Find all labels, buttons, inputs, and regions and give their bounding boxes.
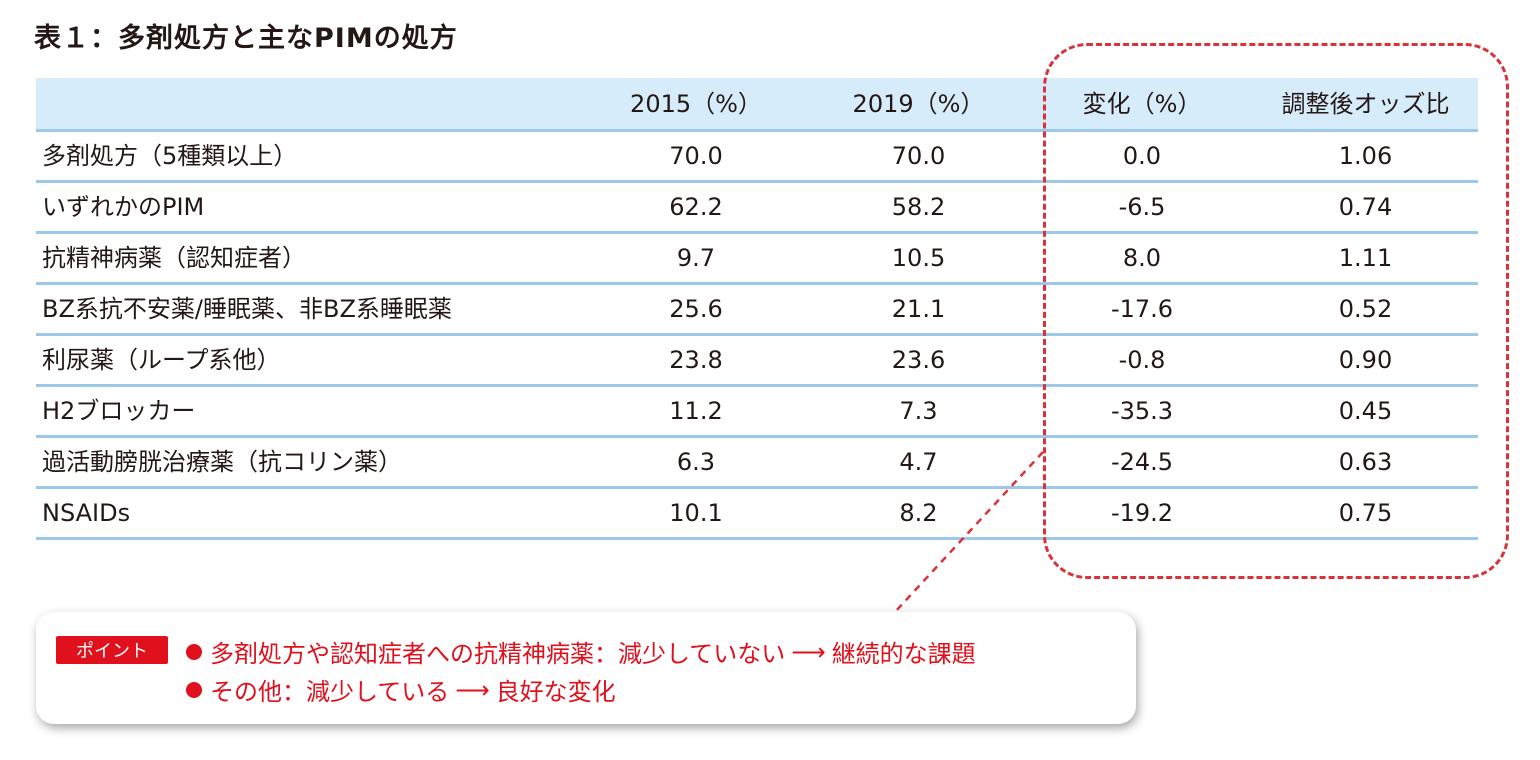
cell-2019: 7.3 [806, 385, 1031, 438]
cell-2019: 8.2 [806, 487, 1031, 540]
cell-2015: 70.0 [586, 130, 806, 183]
cell-2015: 25.6 [586, 283, 806, 336]
point-1-result: 継続的な課題 [831, 640, 976, 668]
point-badge: ポイント [56, 636, 168, 664]
arrow-right-icon: ⟶ [455, 675, 490, 704]
cell-change: -6.5 [1031, 181, 1253, 234]
table-row: H2ブロッカー 11.2 7.3 -35.3 0.45 [36, 385, 1478, 438]
cell-2015: 10.1 [586, 487, 806, 540]
header-item [36, 78, 586, 132]
table-row: 多剤処方（5種類以上） 70.0 70.0 0.0 1.06 [36, 130, 1478, 183]
cell-change: -0.8 [1031, 334, 1253, 387]
header-change: 変化（%） [1031, 78, 1253, 132]
cell-2015: 11.2 [586, 385, 806, 438]
cell-2015: 6.3 [586, 436, 806, 489]
point-1-text: 多剤処方や認知症者への抗精神病薬：減少していない [210, 640, 786, 668]
cell-odds-ratio: 1.06 [1253, 130, 1478, 183]
cell-odds-ratio: 1.11 [1253, 232, 1478, 285]
table-row: BZ系抗不安薬/睡眠薬、非BZ系睡眠薬 25.6 21.1 -17.6 0.52 [36, 283, 1478, 336]
cell-change: -19.2 [1031, 487, 1253, 540]
header-2019: 2019（%） [806, 78, 1031, 132]
table-row: NSAIDs 10.1 8.2 -19.2 0.75 [36, 487, 1478, 540]
point-2-text: その他：減少している [210, 678, 450, 706]
table-row: 利尿薬（ループ系他） 23.8 23.6 -0.8 0.90 [36, 334, 1478, 387]
cell-2019: 23.6 [806, 334, 1031, 387]
point-2-result: 良好な変化 [495, 678, 616, 706]
row-label: 抗精神病薬（認知症者） [36, 232, 586, 285]
row-label: NSAIDs [36, 487, 586, 540]
header-2015: 2015（%） [586, 78, 806, 132]
cell-change: -35.3 [1031, 385, 1253, 438]
cell-odds-ratio: 0.90 [1253, 334, 1478, 387]
cell-2015: 23.8 [586, 334, 806, 387]
cell-change: -24.5 [1031, 436, 1253, 489]
bullet-icon [186, 681, 202, 698]
table-header-row: 2015（%） 2019（%） 変化（%） 調整後オッズ比 [36, 78, 1478, 132]
cell-odds-ratio: 0.63 [1253, 436, 1478, 489]
row-label: いずれかのPIM [36, 181, 586, 234]
cell-odds-ratio: 0.45 [1253, 385, 1478, 438]
table-row: いずれかのPIM 62.2 58.2 -6.5 0.74 [36, 181, 1478, 234]
cell-change: 8.0 [1031, 232, 1253, 285]
cell-2019: 10.5 [806, 232, 1031, 285]
row-label: BZ系抗不安薬/睡眠薬、非BZ系睡眠薬 [36, 283, 586, 336]
cell-2019: 70.0 [806, 130, 1031, 183]
cell-change: -17.6 [1031, 283, 1253, 336]
point-callout-box: ポイント 多剤処方や認知症者への抗精神病薬：減少していない ⟶ 継続的な課題 そ… [36, 612, 1136, 724]
cell-2019: 4.7 [806, 436, 1031, 489]
arrow-right-icon: ⟶ [791, 637, 826, 666]
cell-change: 0.0 [1031, 130, 1253, 183]
row-label: 過活動膀胱治療薬（抗コリン薬） [36, 436, 586, 489]
row-label: 利尿薬（ループ系他） [36, 334, 586, 387]
row-label: H2ブロッカー [36, 385, 586, 438]
cell-2015: 62.2 [586, 181, 806, 234]
cell-2019: 21.1 [806, 283, 1031, 336]
cell-odds-ratio: 0.52 [1253, 283, 1478, 336]
cell-2019: 58.2 [806, 181, 1031, 234]
point-item-2: その他：減少している ⟶ 良好な変化 [186, 672, 616, 707]
pim-table: 2015（%） 2019（%） 変化（%） 調整後オッズ比 多剤処方（5種類以上… [36, 78, 1478, 540]
table-row: 抗精神病薬（認知症者） 9.7 10.5 8.0 1.11 [36, 232, 1478, 285]
cell-2015: 9.7 [586, 232, 806, 285]
point-item-1: 多剤処方や認知症者への抗精神病薬：減少していない ⟶ 継続的な課題 [186, 634, 976, 669]
row-label: 多剤処方（5種類以上） [36, 130, 586, 183]
table-row: 過活動膀胱治療薬（抗コリン薬） 6.3 4.7 -24.5 0.63 [36, 436, 1478, 489]
cell-odds-ratio: 0.74 [1253, 181, 1478, 234]
cell-odds-ratio: 0.75 [1253, 487, 1478, 540]
table-title: 表１：多剤処方と主なPIMの処方 [34, 23, 458, 54]
bullet-icon [186, 643, 202, 660]
header-odds-ratio: 調整後オッズ比 [1253, 78, 1478, 132]
